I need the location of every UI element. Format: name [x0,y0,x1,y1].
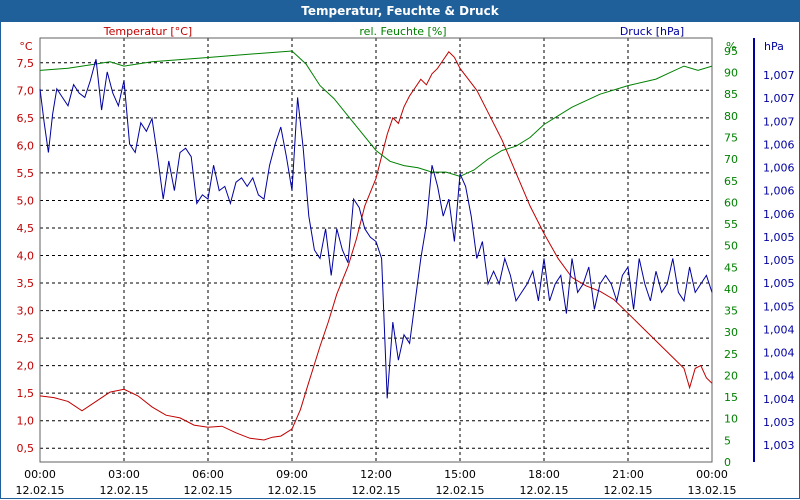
x-tick-time: 00:00 [24,468,56,481]
temp-tick-label: 2,0 [17,360,35,373]
x-tick-time: 21:00 [612,468,644,481]
x-tick-date: 12.02.15 [268,484,317,497]
axis-right-pressure: 1,003 1,003 1,004 1,004 1,004 1,004 1,005 1,005… [763,40,795,452]
pressure-tick-label: 1,006 [763,208,795,221]
axis-headers: Temperatur [°C] rel. Feuchte [%] Druck [hP… [103,25,684,38]
pressure-tick-label: 1,004 [763,370,795,383]
temp-unit-label: °C [19,40,33,53]
temp-tick-label: 1,0 [17,415,35,428]
x-tick-time: 03:00 [108,468,140,481]
x-tick-date: 12.02.15 [184,484,233,497]
axis-right-humidity: 0 5 10 15 20 25 30 35 40 45 50 55 60 65 70 75 80 85 90 95% [724,38,755,469]
temp-tick-label: 2,5 [17,332,35,345]
axis-bottom: 00:00 12.02.15 03:00 12.02.15 06:00 12.02.15 0… [16,468,737,497]
humidity-tick-label: 55 [724,218,738,231]
humidity-tick-label: 50 [724,240,738,253]
x-tick-date: 12.02.15 [352,484,401,497]
humidity-tick-label: 5 [724,434,731,447]
temp-tick-label: 7,0 [17,84,35,97]
humidity-tick-label: 80 [724,110,738,123]
humidity-tick-label: 35 [724,305,738,318]
humidity-line [39,50,713,177]
x-tick-time: 15:00 [444,468,476,481]
pressure-tick-label: 1,007 [763,115,795,128]
humidity-tick-label: 75 [724,132,738,145]
pressure-tick-label: 1,006 [763,185,795,198]
temp-tick-label: 5,5 [17,167,35,180]
pressure-header-label: Druck [hPa] [620,25,684,38]
x-tick-date: 12.02.15 [604,484,653,497]
pressure-tick-label: 1,006 [763,138,795,151]
x-tick-date: 12.02.15 [436,484,485,497]
pressure-tick-label: 1,005 [763,254,795,267]
temp-tick-label: 3,0 [17,305,35,318]
humidity-unit-label: % [726,40,736,53]
humidity-tick-label: 85 [724,88,738,101]
humidity-tick-label: 45 [724,261,738,274]
humidity-tick-label: 65 [724,175,738,188]
axis-left: 0,5 1,0 1,5 2,0 2,5 3,0 3,5 4,0 4,5 5,0 5,5 6,0 6,5 7… [17,40,35,455]
temp-tick-label: 6,0 [17,139,35,152]
temp-tick-label: 1,5 [17,387,35,400]
pressure-tick-label: 1,003 [763,416,795,429]
temp-tick-label: 4,5 [17,222,35,235]
pressure-tick-label: 1,007 [763,69,795,82]
humidity-tick-label: 30 [724,326,738,339]
temp-tick-label: 0,5 [17,442,35,455]
pressure-tick-label: 1,005 [763,277,795,290]
plot-border [39,37,713,463]
humidity-tick-label: 40 [724,283,738,296]
pressure-tick-label: 1,005 [763,300,795,313]
pressure-tick-label: 1,006 [763,162,795,175]
temp-tick-label: 7,5 [17,57,35,70]
humidity-tick-label: 20 [724,369,738,382]
humidity-tick-label: 60 [724,196,738,209]
humidity-tick-label: 25 [724,348,738,361]
chart-title: Temperatur, Feuchte & Druck [301,4,499,18]
humidity-tick-label: 15 [724,391,738,404]
x-tick-time: 12:00 [360,468,392,481]
x-tick-date: 13.02.15 [688,484,737,497]
humidity-tick-label: 70 [724,153,738,166]
pressure-tick-label: 1,004 [763,393,795,406]
humidity-tick-label: 0 [724,456,731,469]
x-tick-date: 12.02.15 [520,484,569,497]
pressure-tick-label: 1,003 [763,439,795,452]
temp-tick-label: 6,5 [17,112,35,125]
humidity-tick-label: 90 [724,67,738,80]
pressure-tick-label: 1,005 [763,231,795,244]
temp-header-label: Temperatur [°C] [103,25,192,38]
pressure-tick-label: 1,004 [763,347,795,360]
temp-tick-label: 5,0 [17,194,35,207]
humidity-header-label: rel. Feuchte [%] [359,25,446,38]
x-tick-date: 12.02.15 [100,484,149,497]
x-tick-time: 06:00 [192,468,224,481]
x-tick-time: 09:00 [276,468,308,481]
temp-tick-label: 4,0 [17,250,35,263]
chart-title-bar: Temperatur, Feuchte & Druck [0,0,800,22]
grid-lines [39,37,713,463]
temperature-line [39,51,713,441]
temp-tick-label: 3,5 [17,277,35,290]
pressure-unit-label: hPa [764,40,784,53]
x-tick-date: 12.02.15 [16,484,65,497]
pressure-line [39,59,713,399]
humidity-tick-label: 10 [724,413,738,426]
pressure-tick-label: 1,007 [763,92,795,105]
x-tick-time: 18:00 [528,468,560,481]
series-layer [39,50,713,441]
humidity-tick-label: 95 [724,45,738,58]
pressure-tick-label: 1,004 [763,323,795,336]
x-tick-time: 00:00 [696,468,728,481]
